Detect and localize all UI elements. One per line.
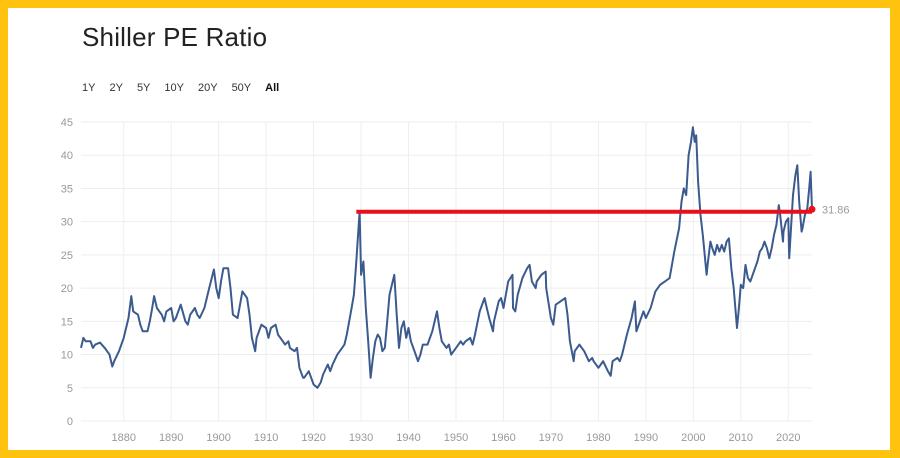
y-tick-label: 40 [61,150,73,162]
range-all[interactable]: All [265,82,280,94]
x-tick-label: 1910 [254,432,278,444]
x-tick-label: 1940 [396,432,420,444]
chart-panel: Shiller PE Ratio 1Y 2Y 5Y 10Y 20Y 50Y All 0 5 10… [8,8,890,450]
page-title: Shiller PE Ratio [82,22,268,52]
y-tick-label: 0 [67,416,73,428]
y-tick-label: 25 [61,250,73,262]
range-5y[interactable]: 5Y [136,82,151,94]
range-20y[interactable]: 20Y [197,82,218,94]
range-50y[interactable]: 50Y [231,82,252,94]
x-tick-label: 1900 [206,432,230,444]
range-1y[interactable]: 1Y [82,82,96,94]
x-tick-label: 2010 [729,432,753,444]
x-tick-label: 1990 [634,432,658,444]
range-10y[interactable]: 10Y [164,82,184,94]
y-tick-label: 35 [61,183,73,195]
x-tick-label: 1890 [159,432,183,444]
y-tick-label: 10 [61,350,73,362]
current-value-label: 31.86 [822,204,850,216]
x-tick-label: 1960 [491,432,515,444]
y-tick-label: 45 [61,117,73,129]
x-tick-label: 1980 [586,432,610,444]
y-tick-label: 20 [61,283,73,295]
y-tick-label: 30 [61,217,73,229]
x-tick-label: 1970 [539,432,563,444]
x-tick-label: 1930 [349,432,373,444]
y-tick-label: 5 [67,383,73,395]
current-value-dot [808,205,816,213]
range-selector: 1Y 2Y 5Y 10Y 20Y 50Y All [82,82,279,94]
x-tick-label: 1880 [111,432,135,444]
pe-series-line [80,126,813,389]
x-tick-label: 2020 [776,432,800,444]
range-2y[interactable]: 2Y [109,82,123,94]
y-tick-label: 15 [61,316,73,328]
x-tick-label: 2000 [681,432,705,444]
pe-chart: 0 5 10 15 20 25 30 35 40 45 1880 1890 1900 1910 1920 19… [61,117,850,444]
x-tick-label: 1920 [301,432,325,444]
x-tick-label: 1950 [444,432,468,444]
